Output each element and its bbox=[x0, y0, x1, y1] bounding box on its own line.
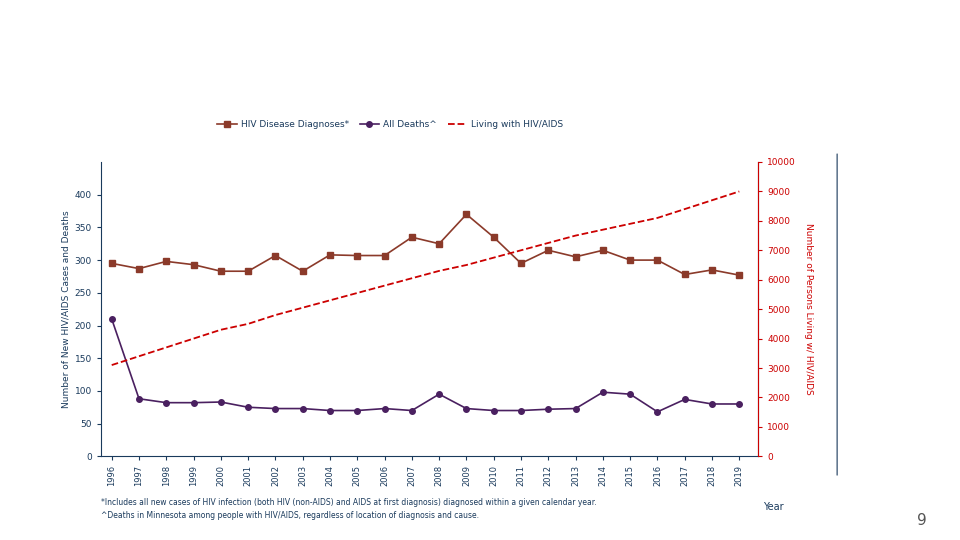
Legend: HIV Disease Diagnoses*, All Deaths^, Living with HIV/AIDS: HIV Disease Diagnoses*, All Deaths^, Liv… bbox=[213, 117, 566, 133]
Text: Year: Year bbox=[763, 502, 783, 512]
Text: *Includes all new cases of HIV infection (both HIV (non-AIDS) and AIDS at first : *Includes all new cases of HIV infection… bbox=[101, 498, 596, 507]
Y-axis label: Number of New HIV/AIDS Cases and Deaths: Number of New HIV/AIDS Cases and Deaths bbox=[61, 211, 70, 408]
Text: New HIV Diagnoses, Deaths and Prevalent Cases by Year, 1996-2019: New HIV Diagnoses, Deaths and Prevalent … bbox=[53, 39, 859, 59]
Y-axis label: Number of Persons Living w/ HIV/AIDS: Number of Persons Living w/ HIV/AIDS bbox=[804, 223, 813, 395]
Text: ^Deaths in Minnesota among people with HIV/AIDS, regardless of location of diagn: ^Deaths in Minnesota among people with H… bbox=[101, 511, 479, 521]
Text: 9: 9 bbox=[917, 513, 926, 528]
